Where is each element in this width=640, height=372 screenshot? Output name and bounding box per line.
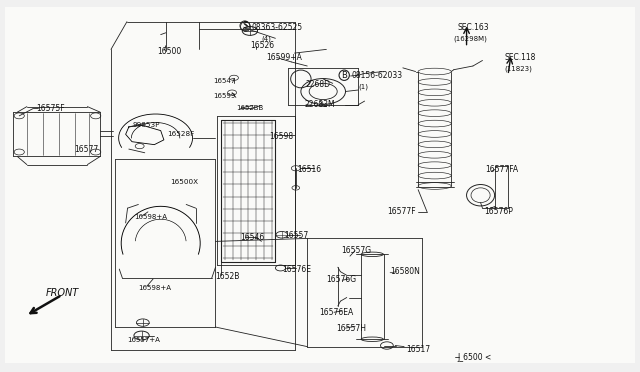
Text: SEC.118: SEC.118 bbox=[505, 53, 536, 62]
Text: (1): (1) bbox=[358, 84, 368, 90]
Text: 16557H: 16557H bbox=[337, 324, 367, 333]
Text: 16547: 16547 bbox=[213, 78, 235, 84]
Text: 08156-62033: 08156-62033 bbox=[352, 71, 403, 80]
Text: 16557G: 16557G bbox=[342, 246, 372, 255]
Text: 16598: 16598 bbox=[269, 132, 293, 141]
Text: 16576EA: 16576EA bbox=[319, 308, 353, 317]
Text: 16576G: 16576G bbox=[326, 275, 356, 283]
Text: 16599: 16599 bbox=[213, 93, 236, 99]
Text: FRONT: FRONT bbox=[46, 288, 79, 298]
Text: 16577: 16577 bbox=[75, 145, 99, 154]
Text: 16598+A: 16598+A bbox=[138, 285, 172, 291]
Text: 16575F: 16575F bbox=[36, 104, 65, 113]
Text: 16528F: 16528F bbox=[167, 131, 195, 137]
Text: 2268D: 2268D bbox=[306, 80, 331, 89]
Text: 16599+A: 16599+A bbox=[266, 53, 301, 62]
Text: 22683M: 22683M bbox=[304, 100, 335, 109]
Text: 16577F: 16577F bbox=[387, 207, 415, 217]
Text: 08363-62525: 08363-62525 bbox=[251, 23, 302, 32]
Text: S: S bbox=[243, 21, 247, 30]
Text: 1652BB: 1652BB bbox=[236, 106, 263, 112]
Text: (11823): (11823) bbox=[505, 65, 532, 72]
Text: 16576E: 16576E bbox=[282, 264, 311, 273]
Text: 16557+A: 16557+A bbox=[127, 337, 161, 343]
Text: 16517: 16517 bbox=[406, 345, 431, 354]
Text: 1652B: 1652B bbox=[216, 272, 240, 281]
Text: 16500X: 16500X bbox=[170, 179, 198, 185]
Text: 16577FA: 16577FA bbox=[486, 165, 519, 174]
Text: 16598+A: 16598+A bbox=[134, 214, 167, 220]
Text: 99053P: 99053P bbox=[132, 122, 159, 128]
Text: SEC.163: SEC.163 bbox=[457, 23, 488, 32]
Text: B: B bbox=[341, 71, 347, 80]
Text: 16546: 16546 bbox=[240, 233, 264, 242]
FancyBboxPatch shape bbox=[4, 7, 636, 363]
Text: 16516: 16516 bbox=[298, 165, 322, 174]
Text: (16298M): (16298M) bbox=[454, 36, 488, 42]
Text: 16576P: 16576P bbox=[484, 206, 513, 216]
Text: 16500: 16500 bbox=[157, 47, 182, 56]
Text: S: S bbox=[243, 22, 248, 31]
Text: 16526: 16526 bbox=[250, 41, 274, 50]
Text: (4): (4) bbox=[261, 35, 271, 42]
Text: 16580N: 16580N bbox=[390, 267, 420, 276]
Text: J_6500 <: J_6500 < bbox=[457, 353, 492, 362]
Text: 16557: 16557 bbox=[284, 231, 308, 240]
